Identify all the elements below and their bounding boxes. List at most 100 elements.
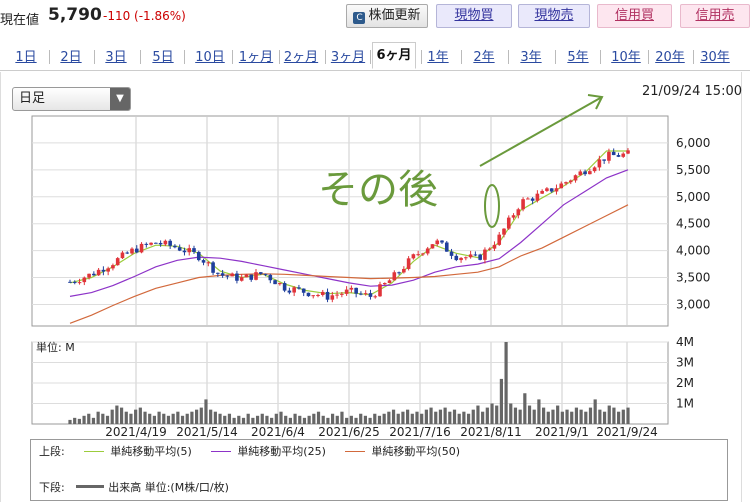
tab-5[interactable]: 10日 [195,50,225,65]
volume-bar [391,409,396,424]
x-tick-label: 2021/6/4 [251,425,305,439]
candle-body [254,272,258,280]
cash-buy-button[interactable]: 現物買 [436,4,512,28]
volume-unit-label: 単位: M [36,340,75,354]
tab-10[interactable]: 1年 [427,50,449,65]
volume-bar [87,413,91,424]
refresh-price-button[interactable]: C 株価更新 [346,4,428,28]
volume-bar [340,411,344,424]
candle-body [235,273,239,281]
tab-1[interactable]: 1日 [15,50,37,65]
volume-bar [326,417,330,424]
volume-bar [424,409,428,424]
tab-4[interactable]: 5日 [152,50,174,65]
tab-7[interactable]: 2ヶ月 [283,50,319,65]
volume-bar [518,409,522,424]
volume-bar [105,415,110,424]
candle-body [158,242,163,245]
candle-body [554,188,559,192]
chart-legend: 上段: 単純移動平均(5) 単純移動平均(25) 単純移動平均(50) 下段: … [30,439,728,501]
volume-bar [96,411,100,424]
volume-bar [302,417,307,424]
tab-3[interactable]: 3日 [105,50,127,65]
price-tick-label: 5,000 [676,190,710,204]
tab-separator [554,50,556,64]
volume-bar [270,417,274,424]
x-tick-label: 2021/6/25 [318,425,380,439]
candle-body [626,150,630,154]
tab-16[interactable]: 30年 [700,50,730,65]
cash-sell-label: 現物売 [534,8,574,23]
volume-bar [612,407,616,424]
candle-body [402,268,406,273]
tab-separator [507,50,509,64]
candle-body [292,287,296,293]
candle-body [92,273,96,276]
candle-body [444,242,449,252]
candle-body [468,254,473,258]
volume-bar [443,407,447,424]
volume-bar [195,409,199,424]
tab-15[interactable]: 20年 [655,50,685,65]
chart-panel [0,72,742,502]
volume-bar [204,399,208,424]
candle-body [278,283,282,285]
candle-body [187,248,192,253]
volume-bar [335,415,339,424]
candle-body [106,268,110,272]
tab-separator [692,50,694,64]
tab-11[interactable]: 2年 [473,50,495,65]
candle-body [602,159,606,161]
price-label: 現在値 [0,13,40,28]
tab-14[interactable]: 10年 [611,50,641,65]
volume-bar [68,419,72,424]
volume-bar [621,409,625,424]
candle-body [545,188,549,191]
candle-body [344,289,349,294]
candle-body [220,273,225,276]
volume-bar [129,413,133,424]
candle-body [306,292,311,297]
volume-bar [626,407,630,424]
annotation-arrow-line [479,96,603,167]
interval-select[interactable]: 日足 ▼ [12,87,131,111]
period-tabs: 1日 2日 3日 5日 10日 1ヶ月 2ヶ月 3ヶ月 6ヶ月 1年 2年 3年 5年 10年 20年 30年 [0,42,750,71]
candle-body [301,288,306,293]
volume-bar [246,413,250,424]
refresh-icon: C [353,12,366,24]
candle-body [473,254,478,256]
tab-9[interactable]: 6ヶ月 [372,42,416,69]
volume-bar [134,409,138,424]
volume-bar [602,411,607,424]
x-tick-label: 2021/9/1 [535,425,589,439]
margin-sell-button[interactable]: 信用売 [680,4,750,28]
volume-bar [213,411,217,424]
candle-body [387,280,392,284]
candle-body [526,198,530,200]
candle-body [487,248,492,250]
volume-bar [401,411,405,424]
tab-13[interactable]: 5年 [567,50,589,65]
candle-body [478,254,482,260]
tab-12[interactable]: 3年 [520,50,542,65]
x-tick-label: 2021/8/11 [460,425,522,439]
candle-body [430,244,435,249]
volume-bar [307,415,311,424]
candle-body [573,175,578,181]
volume-bar [119,407,124,424]
legend-ma25: 単純移動平均(25) [237,445,326,458]
tab-8[interactable]: 3ヶ月 [330,50,366,65]
tab-6[interactable]: 1ヶ月 [238,50,274,65]
volume-bar [546,411,550,424]
volume-bar [279,411,283,424]
candle-body [72,281,77,283]
volume-tick-label: 2M [676,376,694,390]
candle-body [340,293,344,295]
tab-2[interactable]: 2日 [60,50,82,65]
cash-sell-button[interactable]: 現物売 [518,4,590,28]
candle-body [406,258,411,269]
volume-bar [495,405,499,424]
volume-bar [237,415,241,424]
margin-buy-button[interactable]: 信用買 [597,4,672,28]
candle-body [311,295,316,297]
